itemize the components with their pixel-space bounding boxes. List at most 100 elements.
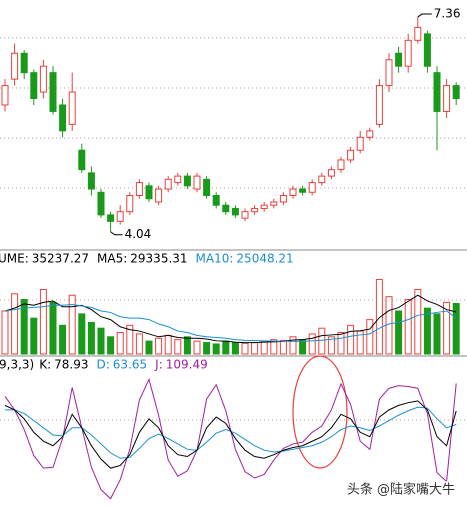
candle-body: [356, 136, 364, 151]
volume-bar: [145, 340, 153, 355]
volume-bar: [452, 302, 460, 355]
candle-body: [116, 211, 124, 222]
candle-body: [289, 188, 297, 197]
legend-label: J:: [154, 358, 163, 372]
volume-bar: [318, 327, 326, 355]
volume-bar: [366, 319, 374, 355]
legend-value: 25048.21: [236, 252, 293, 266]
volume-bar: [155, 337, 163, 355]
candle-body: [107, 214, 115, 222]
candle-body: [203, 178, 211, 197]
candle-body: [366, 130, 374, 138]
volume-bar: [443, 301, 451, 355]
volume-bar: [59, 324, 67, 355]
volume-bar: [87, 321, 95, 355]
volume-bar: [11, 293, 19, 355]
volume-bar: [241, 342, 249, 355]
volume-bar: [308, 333, 316, 355]
low-label: 4.04: [125, 227, 152, 241]
volume-bar: [212, 343, 220, 355]
annotation-arrow: [110, 231, 123, 236]
legend-value: 29335.31: [130, 252, 187, 266]
volume-bar: [174, 339, 182, 355]
candle-body: [423, 33, 431, 67]
candle-body: [241, 211, 249, 219]
candle-body: [270, 201, 278, 206]
high-label: 7.36: [434, 7, 461, 21]
candle-body: [174, 175, 182, 184]
candle-body: [145, 185, 153, 200]
volume-bar: [270, 339, 278, 355]
volume-bar: [39, 289, 47, 355]
volume-bar: [414, 289, 422, 355]
volume-bar: [395, 310, 403, 355]
volume-bar: [289, 336, 297, 355]
candle-body: [395, 52, 403, 67]
legend-value: 78.93: [54, 358, 88, 372]
volume-bar: [404, 299, 412, 355]
candle-body: [375, 85, 383, 125]
volume-bar: [203, 342, 211, 355]
candle-body: [68, 91, 76, 125]
volume-bar: [78, 313, 86, 355]
candle-body: [155, 188, 163, 203]
volume-bar: [433, 313, 441, 355]
candle-body: [164, 178, 172, 190]
volume-bar: [68, 294, 76, 355]
volume-bar: [327, 336, 335, 355]
volume-bar: [222, 340, 230, 355]
legend-value: 109.49: [166, 358, 208, 372]
candle-body: [433, 72, 441, 112]
candle-body: [1, 85, 9, 106]
volume-bar: [279, 339, 287, 355]
candle-body: [318, 175, 326, 184]
legend-label: D:: [97, 358, 110, 372]
candle-body: [443, 85, 451, 112]
indicator-line: [4, 377, 457, 500]
candle-body: [452, 85, 460, 100]
volume-bar: [260, 340, 268, 355]
watermark-halo: 头条 @陆家嘴大牛: [347, 482, 455, 498]
legend-label: K:: [39, 358, 51, 372]
candle-body: [299, 188, 307, 193]
volume-bar: [126, 324, 134, 355]
candle-body: [39, 65, 47, 93]
volume-bar: [97, 327, 105, 355]
volume-bar: [49, 301, 57, 355]
legend-label: MA5:: [97, 252, 127, 266]
candle-body: [183, 175, 191, 187]
volume-bar: [20, 299, 28, 355]
volume-bar: [193, 340, 201, 355]
volume-bar: [251, 342, 259, 355]
indicator-title: 9,3,3): [0, 358, 34, 372]
volume-bar: [299, 339, 307, 355]
highlight-ellipse: [292, 355, 348, 469]
candle-body: [308, 182, 316, 193]
candle-body: [414, 26, 422, 41]
volume-bar: [135, 333, 143, 355]
volume-bar: [423, 307, 431, 355]
legend-label: MA10:: [196, 252, 234, 266]
candle-body: [231, 207, 239, 216]
volume-bar: [347, 324, 355, 355]
candle-body: [30, 72, 38, 100]
volume-bar: [183, 336, 191, 355]
volume-bar: [107, 336, 115, 355]
ma-line: [4, 304, 457, 342]
legend-label: UME:: [0, 252, 29, 266]
volume-bar: [337, 332, 345, 355]
candle-body: [11, 52, 19, 80]
candle-body: [97, 191, 105, 216]
candle-body: [327, 169, 335, 177]
candle-body: [385, 59, 393, 87]
candle-body: [135, 182, 143, 197]
candle-body: [87, 172, 95, 190]
candle-body: [20, 52, 28, 74]
candle-body: [78, 149, 86, 171]
annotation-arrow: [417, 13, 432, 18]
candle-body: [347, 149, 355, 161]
candle-body: [126, 195, 134, 213]
volume-bar: [164, 334, 172, 355]
candle-body: [279, 195, 287, 203]
